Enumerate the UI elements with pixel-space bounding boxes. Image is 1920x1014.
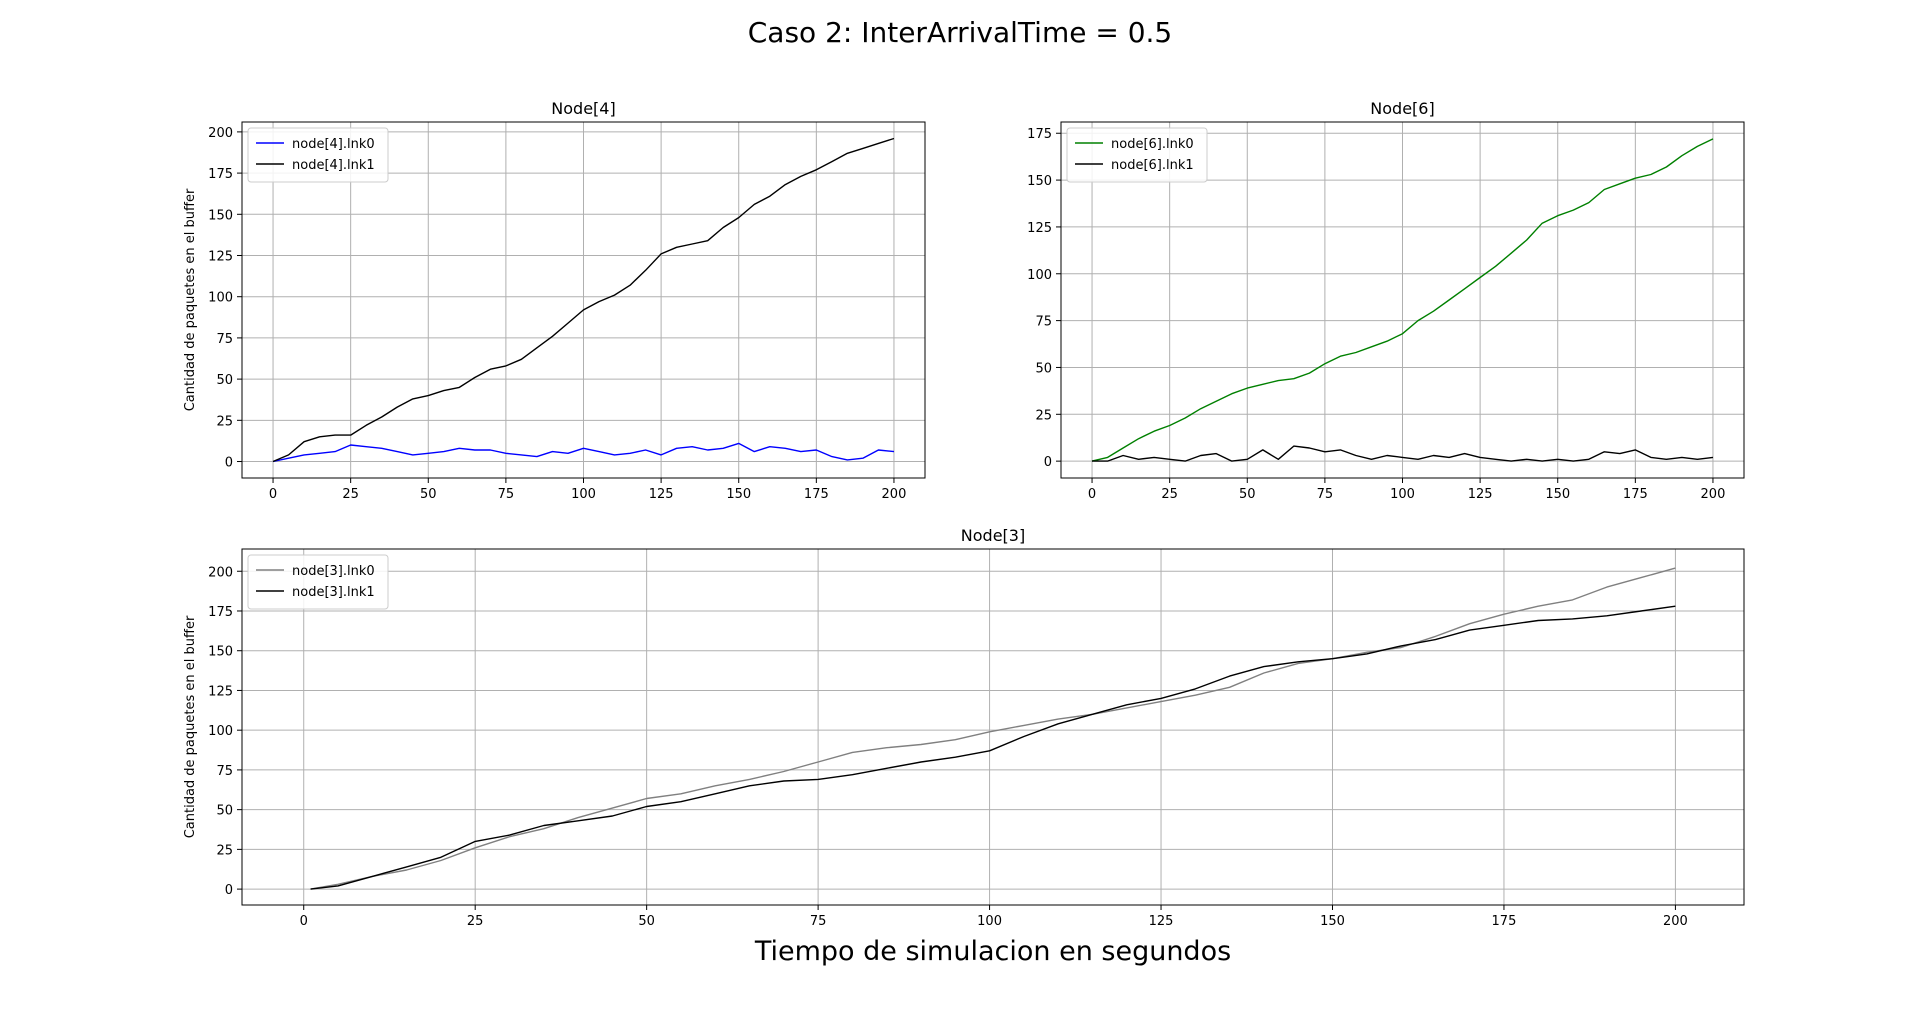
x-tick-label: 25 — [467, 914, 484, 929]
axes-frame — [241, 121, 926, 479]
x-tick-label: 100 — [1390, 487, 1415, 502]
y-tick-label: 0 — [225, 883, 233, 898]
y-tick-label: 175 — [208, 605, 233, 620]
x-tick-label: 175 — [1492, 914, 1517, 929]
y-tick-label: 100 — [1027, 268, 1052, 283]
y-tick-label: 50 — [216, 373, 233, 388]
legend: node[3].lnk0 node[3].lnk1 — [247, 554, 389, 610]
y-tick-label: 0 — [225, 456, 233, 471]
x-tick-label: 0 — [269, 487, 277, 502]
x-tick-label: 50 — [638, 914, 655, 929]
legend-box — [1066, 127, 1208, 183]
series-line-node[4].lnk1 — [272, 137, 895, 463]
x-tick-label: 125 — [649, 487, 674, 502]
x-tick-label: 200 — [882, 487, 907, 502]
x-tick-label: 125 — [1468, 487, 1493, 502]
x-tick-label: 75 — [810, 914, 827, 929]
x-tick-label: 100 — [571, 487, 596, 502]
y-tick-label: 25 — [1035, 408, 1052, 423]
subplot-title: Node[6] — [1370, 99, 1434, 118]
y-tick-label: 0 — [1044, 455, 1052, 470]
figure-suptitle: Caso 2: InterArrivalTime = 0.5 — [748, 16, 1172, 49]
x-tick-label: 175 — [804, 487, 829, 502]
x-tick-label: 25 — [342, 487, 359, 502]
x-tick-label: 200 — [1701, 487, 1726, 502]
y-tick-label: 75 — [1035, 315, 1052, 330]
y-tick-label: 25 — [216, 414, 233, 429]
x-tick-label: 0 — [1088, 487, 1096, 502]
series-line-node[6].lnk1 — [1092, 445, 1714, 462]
y-tick-label: 75 — [216, 332, 233, 347]
x-tick-label: 125 — [1149, 914, 1174, 929]
axes-frame — [241, 548, 1745, 906]
legend-label: node[3].lnk0 — [292, 564, 375, 579]
x-tick-label: 50 — [1239, 487, 1256, 502]
legend-box — [247, 127, 389, 183]
x-tick-label: 25 — [1161, 487, 1178, 502]
figure-xlabel: Tiempo de simulacion en segundos — [754, 936, 1231, 967]
y-tick-label: 175 — [208, 167, 233, 182]
subplot-2: 0 25 50 75 100 125 150 175 200 0 25 50 75 100 125 150 17… — [183, 526, 1745, 929]
y-tick-label: 125 — [1027, 221, 1052, 236]
y-tick-label: 200 — [208, 565, 233, 580]
y-tick-label: 50 — [216, 804, 233, 819]
x-tick-label: 150 — [1320, 914, 1345, 929]
x-tick-label: 150 — [1545, 487, 1570, 502]
x-tick-label: 75 — [498, 487, 515, 502]
y-tick-label: 100 — [208, 724, 233, 739]
x-tick-label: 0 — [300, 914, 308, 929]
y-tick-label: 25 — [216, 843, 233, 858]
y-tick-label: 175 — [1027, 127, 1052, 142]
legend-label: node[3].lnk1 — [292, 585, 375, 600]
x-tick-label: 50 — [420, 487, 437, 502]
series-line-node[4].lnk0 — [272, 442, 895, 463]
subplots-group: 0 25 50 75 100 125 150 175 200 0 25 50 75 100 125 150 17… — [183, 99, 1745, 929]
legend-label: node[4].lnk1 — [292, 158, 375, 173]
series-line-node[3].lnk1 — [310, 605, 1676, 890]
x-tick-label: 100 — [977, 914, 1002, 929]
y-tick-label: 75 — [216, 764, 233, 779]
subplot-1: 0 25 50 75 100 125 150 175 200 0 25 50 75 100 125 150 17… — [1027, 99, 1745, 502]
subplot-title: Node[3] — [961, 526, 1025, 545]
y-tick-label: 150 — [208, 208, 233, 223]
y-tick-label: 50 — [1035, 361, 1052, 376]
series-line-node[3].lnk0 — [310, 567, 1676, 890]
y-tick-label: 150 — [208, 645, 233, 660]
x-tick-label: 175 — [1623, 487, 1648, 502]
y-tick-label: 150 — [1027, 174, 1052, 189]
legend-label: node[6].lnk0 — [1111, 137, 1194, 152]
x-tick-label: 200 — [1663, 914, 1688, 929]
legend: node[4].lnk0 node[4].lnk1 — [247, 127, 389, 183]
subplot-title: Node[4] — [551, 99, 615, 118]
y-tick-label: 200 — [208, 126, 233, 141]
axes-frame — [1060, 121, 1745, 479]
y-axis-label: Cantidad de paquetes en el buffer — [183, 615, 198, 838]
series-line-node[6].lnk0 — [1091, 138, 1714, 462]
subplot-0: 0 25 50 75 100 125 150 175 200 0 25 50 75 100 125 150 17… — [183, 99, 926, 502]
y-axis-label: Cantidad de paquetes en el buffer — [183, 188, 198, 411]
legend-box — [247, 554, 389, 610]
y-tick-label: 100 — [208, 291, 233, 306]
y-tick-label: 125 — [208, 250, 233, 265]
y-tick-label: 125 — [208, 684, 233, 699]
legend-label: node[6].lnk1 — [1111, 158, 1194, 173]
x-tick-label: 75 — [1317, 487, 1334, 502]
legend: node[6].lnk0 node[6].lnk1 — [1066, 127, 1208, 183]
legend-label: node[4].lnk0 — [292, 137, 375, 152]
x-tick-label: 150 — [726, 487, 751, 502]
